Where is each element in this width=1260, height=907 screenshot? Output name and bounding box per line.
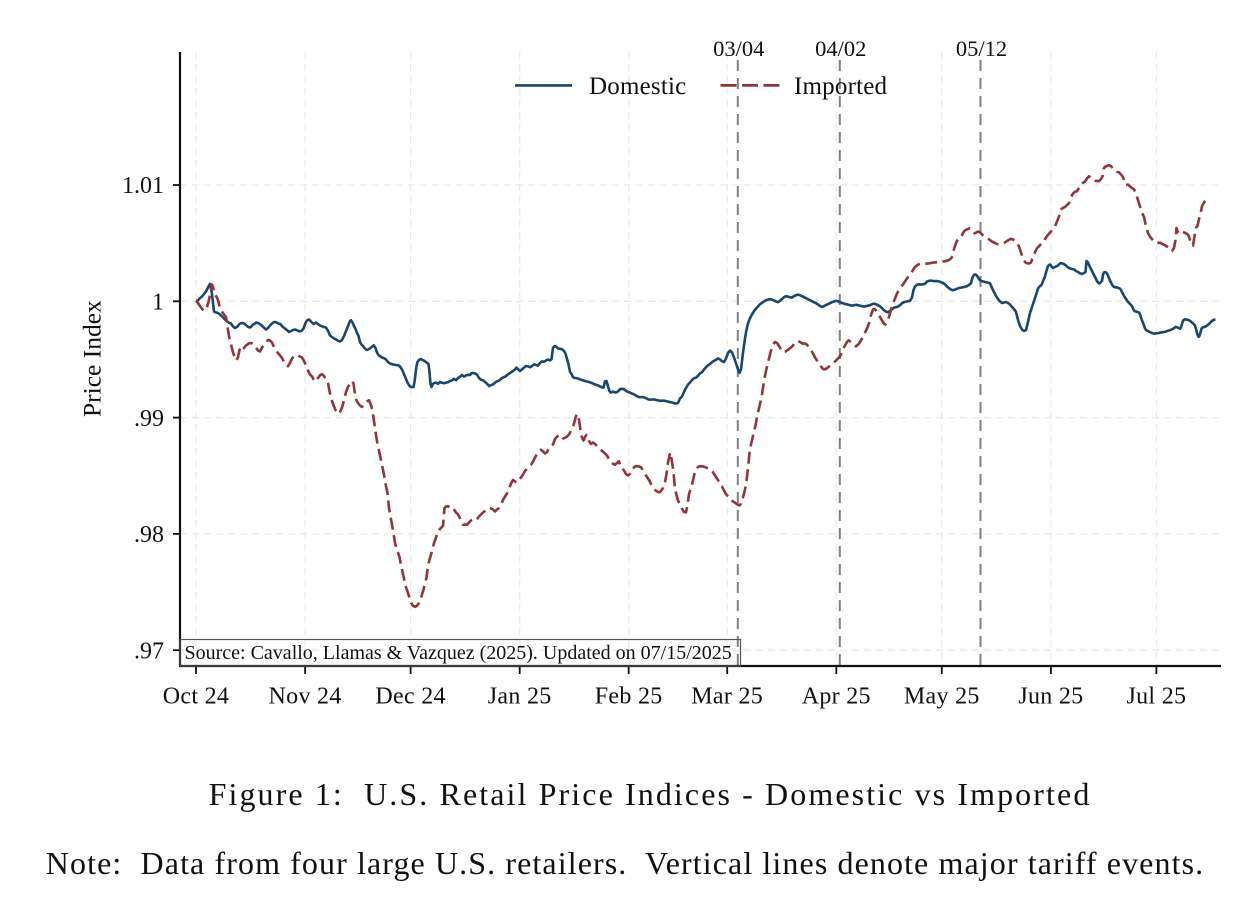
svg-text:1: 1 [152, 290, 164, 316]
svg-text:Source: Cavallo, Llamas & Vazq: Source: Cavallo, Llamas & Vazquez (2025)… [185, 642, 732, 664]
svg-text:Jan 25: Jan 25 [488, 684, 552, 710]
svg-text:05/12: 05/12 [956, 36, 1007, 61]
svg-text:Jun 25: Jun 25 [1018, 684, 1083, 710]
svg-text:.98: .98 [134, 522, 164, 548]
svg-text:Nov 24: Nov 24 [269, 684, 342, 710]
svg-text:03/04: 03/04 [713, 36, 764, 61]
svg-text:.99: .99 [134, 406, 164, 432]
svg-text:Imported: Imported [794, 73, 888, 100]
svg-text:Apr 25: Apr 25 [802, 684, 871, 710]
svg-text:Mar 25: Mar 25 [691, 684, 763, 710]
svg-text:Oct 24: Oct 24 [163, 684, 229, 710]
svg-text:Dec 24: Dec 24 [375, 684, 445, 710]
svg-text:Note: Data from four large U.: Note: Data from four large U.S. retailer… [46, 845, 1204, 881]
svg-text:Price Index: Price Index [78, 300, 107, 417]
svg-text:Domestic: Domestic [589, 73, 686, 100]
svg-text:May 25: May 25 [904, 684, 980, 710]
svg-text:.97: .97 [134, 638, 164, 664]
svg-text:Feb 25: Feb 25 [595, 684, 663, 710]
svg-text:1.01: 1.01 [122, 173, 164, 199]
svg-text:04/02: 04/02 [815, 36, 866, 61]
svg-text:Figure 1: U.S. Retail Price I: Figure 1: U.S. Retail Price Indices - Do… [209, 776, 1092, 812]
svg-text:Jul 25: Jul 25 [1126, 684, 1186, 710]
